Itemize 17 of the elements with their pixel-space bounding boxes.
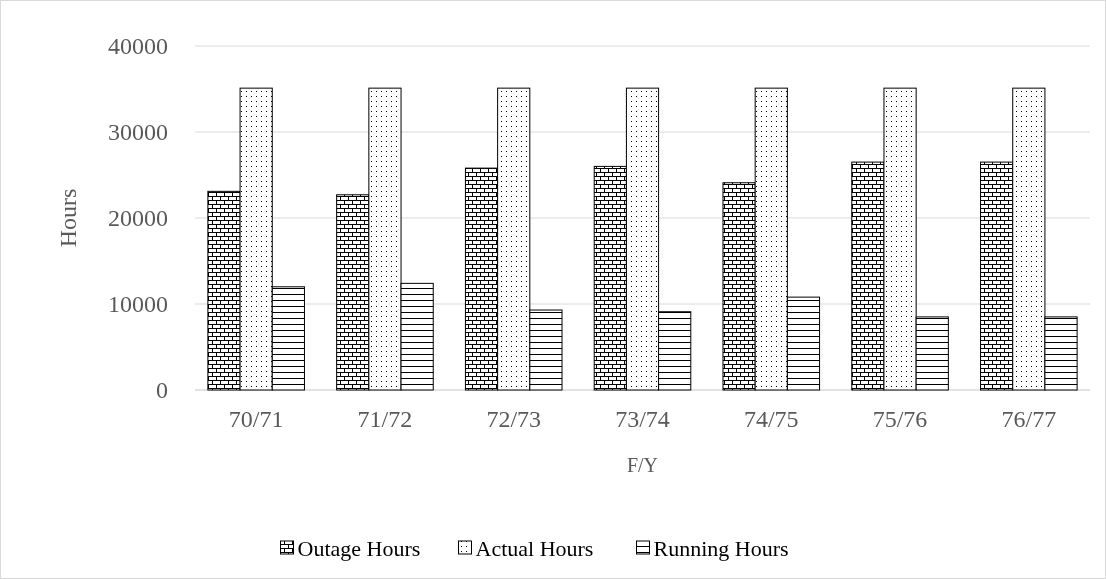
legend-label: Running Hours (653, 535, 789, 561)
x-tick-label: 72/73 (486, 406, 542, 432)
y-tick-label: 30000 (108, 119, 168, 146)
x-axis-title: F/Y (626, 454, 659, 476)
y-tick-label: 20000 (108, 205, 168, 232)
legend-label: Outage Hours (297, 535, 421, 561)
y-axis-title: Hours (55, 188, 81, 248)
y-tick-label: 10000 (108, 291, 168, 318)
x-tick-label: 76/77 (1001, 406, 1057, 432)
x-tick-label: 75/76 (872, 406, 928, 432)
y-tick-label: 40000 (108, 33, 168, 60)
legend-label: Actual Hours (475, 535, 594, 561)
x-tick-label: 73/74 (615, 406, 670, 432)
x-tick-label: 71/72 (357, 406, 413, 432)
x-tick-label: 74/75 (743, 406, 799, 432)
y-tick-label: 0 (156, 377, 168, 404)
x-tick-label: 70/71 (228, 406, 284, 432)
